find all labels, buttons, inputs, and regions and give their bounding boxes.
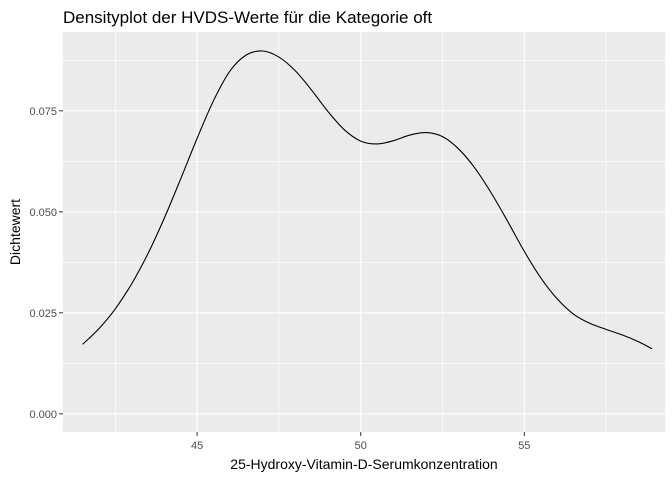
x-tick-label: 50 (355, 440, 367, 452)
y-tick-label: 0.050 (29, 207, 57, 219)
y-axis-label: Dichtewert (7, 199, 23, 265)
chart-title: Densityplot der HVDS-Werte für die Kateg… (63, 8, 432, 27)
density-curve (82, 50, 653, 350)
minor-gridlines (63, 32, 665, 432)
y-tick-label: 0.075 (29, 106, 57, 118)
y-axis-ticks: 0.000 0.025 0.050 0.075 (29, 106, 63, 421)
x-tick-label: 55 (518, 440, 530, 452)
major-gridlines (63, 32, 665, 432)
x-axis-label: 25-Hydroxy-Vitamin-D-Serumkonzentration (230, 456, 497, 472)
y-tick-label: 0.025 (29, 308, 57, 320)
x-tick-label: 45 (191, 440, 203, 452)
x-axis-ticks: 45 50 55 (191, 432, 530, 452)
plot-panel (63, 32, 665, 432)
y-tick-label: 0.000 (29, 409, 57, 421)
